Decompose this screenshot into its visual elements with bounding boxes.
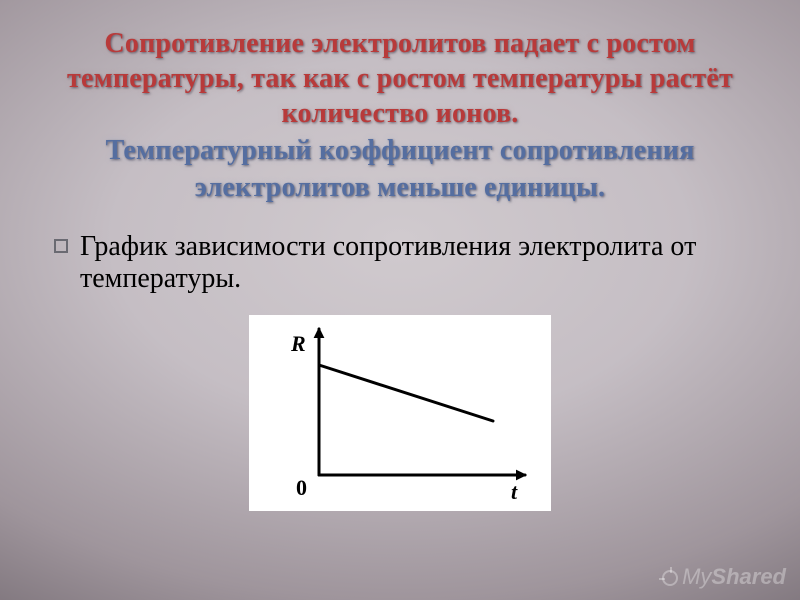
watermark: MyShared	[662, 564, 786, 590]
svg-text:t: t	[511, 479, 518, 504]
title-block: Сопротивление электролитов падает с рост…	[0, 0, 800, 205]
chart-svg: Rt 0	[249, 315, 551, 511]
slide: Сопротивление электролитов падает с рост…	[0, 0, 800, 600]
body-paragraph: График зависимости сопротивления электро…	[80, 231, 730, 295]
svg-text:R: R	[290, 331, 306, 356]
body-text: График зависимости сопротивления электро…	[80, 231, 696, 294]
title-red-line-2: температуры, так как с ростом температур…	[60, 61, 740, 96]
watermark-icon	[662, 570, 678, 586]
watermark-suffix: Shared	[711, 564, 786, 589]
title-blue-line-1: Температурный коэффициент сопротивления	[60, 133, 740, 168]
title-blue-line-2: электролитов меньше единицы.	[60, 170, 740, 205]
title-red-line-3: количество ионов.	[60, 96, 740, 131]
watermark-prefix: My	[682, 564, 711, 589]
resistance-vs-temperature-chart: Rt 0	[249, 315, 551, 511]
bullet-icon	[54, 239, 68, 253]
svg-text:0: 0	[296, 475, 307, 500]
title-red-line-1: Сопротивление электролитов падает с рост…	[60, 26, 740, 61]
